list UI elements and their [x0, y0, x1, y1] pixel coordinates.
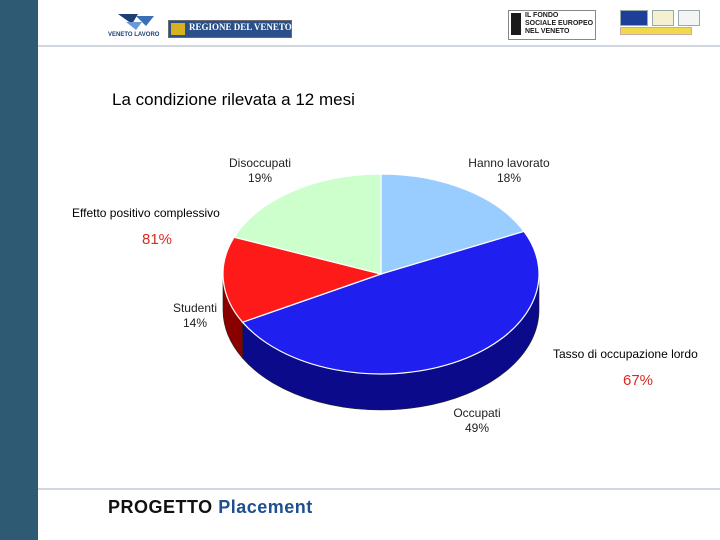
header-divider: [38, 45, 720, 47]
fse-line-1: IL FONDO: [525, 12, 559, 19]
lion-emblem-icon: [171, 23, 185, 35]
fse-logo: IL FONDO SOCIALE EUROPEO NEL VENETO: [508, 10, 596, 40]
employment-rate-label: Tasso di occupazione lordo: [553, 347, 698, 361]
republic-emblem-icon: [678, 10, 700, 26]
regione-veneto-logo: REGIONE DEL VENETO: [168, 20, 292, 38]
pie-slice-studenti: [222, 236, 384, 323]
positive-effect-label: Effetto positivo complessivo: [72, 206, 220, 220]
eu-flag-icon: [620, 10, 648, 26]
fse-line-2: SOCIALE EUROPEO: [525, 20, 594, 27]
pie-slice-occupati: [241, 230, 540, 375]
positive-effect-value: 81%: [142, 231, 173, 248]
pie-label-name: Occupati: [453, 406, 500, 420]
footer-brand-accent: Placement: [218, 497, 313, 517]
pie-slice-disoccupati: [233, 173, 382, 275]
regione-veneto-logo-text: REGIONE DEL VENETO: [189, 22, 292, 32]
slide-title: La condizione rilevata a 12 mesi: [112, 90, 355, 109]
pie-label-value: 14%: [183, 316, 207, 330]
veneto-lavoro-logo: [118, 14, 154, 30]
pie-label-name: Disoccupati: [229, 156, 291, 170]
pie-label-name: Studenti: [173, 301, 217, 315]
footer-brand-bold: PROGETTO: [108, 497, 213, 517]
employment-rate-value: 67%: [623, 372, 654, 389]
footer-divider: [38, 488, 720, 490]
veneto-lavoro-logo-text: VENETO LAVORO: [108, 32, 160, 38]
pie-slice-hanno-lavorato: [380, 173, 525, 275]
pie-label-value: 49%: [465, 421, 489, 435]
institutional-logos: [620, 10, 706, 34]
institutional-caption-bar: [620, 27, 692, 35]
fse-line-3: NEL VENETO: [525, 28, 570, 35]
fse-mark-icon: [511, 13, 521, 35]
left-decorative-band: [0, 0, 38, 540]
pie-label-value: 18%: [497, 171, 521, 185]
pie-label-value: 19%: [248, 171, 272, 185]
footer-brand: PROGETTO Placement: [108, 497, 313, 518]
ministry-emblem-icon: [652, 10, 674, 26]
pie-label-name: Hanno lavorato: [468, 156, 550, 170]
